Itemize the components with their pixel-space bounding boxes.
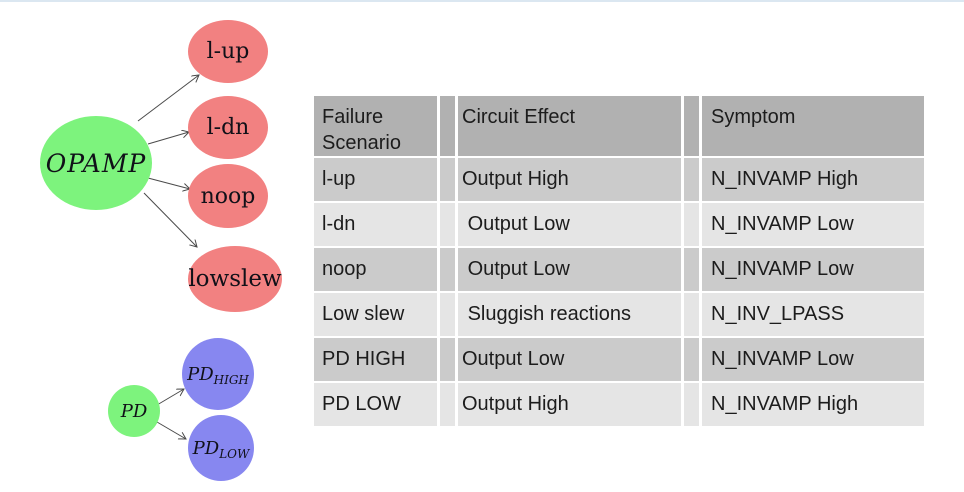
cell-symptom: N_INVAMP Low [702,203,924,246]
opamp-root-node: OPAMP [40,116,152,210]
cell-scenario: Low slew [314,293,437,336]
cell-effect: Output Low [458,203,681,246]
pd-low-node: PDLOW [188,415,254,481]
pd-root-node: PD [108,385,160,437]
cell-symptom: N_INVAMP Low [702,248,924,291]
table-spacer-cell [440,96,455,156]
table-spacer-cell [440,158,455,201]
table-spacer-cell [440,383,455,426]
table-spacer-cell [684,248,699,291]
table-spacer-cell [684,158,699,201]
pd-high-subscript: HIGH [213,372,249,387]
diagram-arrows [137,0,320,492]
cell-symptom: N_INVAMP High [702,158,924,201]
failure-node-l-dn: l-dn [188,96,268,159]
arrow-opamp-to-l-dn [147,132,189,145]
cell-symptom: N_INV_LPASS [702,293,924,336]
table-spacer-cell [684,203,699,246]
failure-node-label: noop [200,183,256,209]
pd-low-label: PDLOW [192,437,250,461]
arrow-pd-to-pd-low [156,421,186,439]
failure-node-label: l-up [206,39,250,64]
failure-node-lowslew: lowslew [188,246,282,312]
cell-symptom: N_INVAMP Low [702,338,924,381]
cell-effect: Sluggish reactions [458,293,681,336]
failure-node-l-up: l-up [188,20,268,83]
cell-scenario: PD HIGH [314,338,437,381]
failure-node-label: lowslew [188,266,282,292]
pd-high-label: PDHIGH [187,363,249,387]
table-spacer-cell [684,383,699,426]
cell-effect: Output Low [458,248,681,291]
table-header-failure-scenario: Failure Scenario [314,96,437,156]
arrow-opamp-to-l-up [137,75,199,122]
cell-scenario: PD LOW [314,383,437,426]
arrow-pd-to-pd-high [156,389,184,406]
table-spacer-cell [684,338,699,381]
table-header-circuit-effect: Circuit Effect [458,96,681,156]
cell-scenario: noop [314,248,437,291]
table-spacer-cell [684,293,699,336]
cell-scenario: l-dn [314,203,437,246]
failure-symptom-table: Failure Scenario Circuit Effect Symptom … [314,96,924,426]
table-spacer-cell [440,293,455,336]
table-spacer-cell [440,248,455,291]
pd-low-subscript: LOW [219,446,250,461]
pd-root-label: PD [120,400,148,422]
table-spacer-cell [684,96,699,156]
cell-effect: Output Low [458,338,681,381]
table-spacer-cell [440,338,455,381]
pd-high-node: PDHIGH [182,338,254,410]
cell-effect: Output High [458,158,681,201]
failure-node-noop: noop [188,164,268,228]
opamp-root-label: OPAMP [45,148,147,178]
failure-node-label: l-dn [206,115,250,140]
table-header-symptom: Symptom [702,96,924,156]
cell-scenario: l-up [314,158,437,201]
window-top-edge [0,0,964,2]
arrow-opamp-to-lowslew [143,192,197,247]
table-spacer-cell [440,203,455,246]
cell-effect: Output High [458,383,681,426]
cell-symptom: N_INVAMP High [702,383,924,426]
arrow-opamp-to-noop [147,177,190,189]
